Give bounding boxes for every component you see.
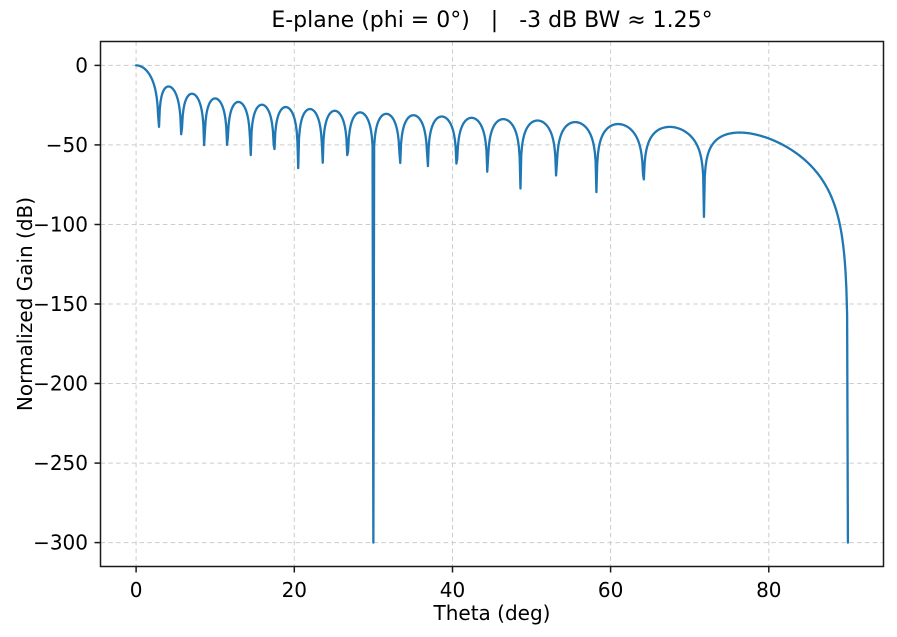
x-tick-label: 80	[756, 578, 781, 602]
y-tick-label: −100	[33, 213, 88, 237]
x-tick-label: 40	[440, 578, 465, 602]
y-tick-label: −50	[46, 133, 88, 157]
y-tick-label: 0	[75, 53, 88, 77]
x-tick-label: 0	[130, 578, 143, 602]
x-tick-label: 60	[598, 578, 623, 602]
chart-title: E-plane (phi = 0°) | -3 dB BW ≈ 1.25°	[271, 8, 712, 33]
x-axis-label: Theta (deg)	[433, 601, 551, 625]
grid-layer	[100, 41, 884, 567]
x-tick-label: 20	[282, 578, 307, 602]
tick-layer	[94, 64, 770, 573]
y-tick-label: −300	[33, 531, 88, 555]
y-tick-label: −150	[33, 292, 88, 316]
y-tick-label: −250	[33, 451, 88, 475]
y-axis-label: Normalized Gain (dB)	[13, 197, 37, 411]
y-tick-label: −200	[33, 372, 88, 396]
gain-curve-line	[134, 64, 850, 544]
tick-label-layer: 0 20 40 60 80 0 −50 −100 −150 −200 −250 −300	[33, 53, 781, 602]
